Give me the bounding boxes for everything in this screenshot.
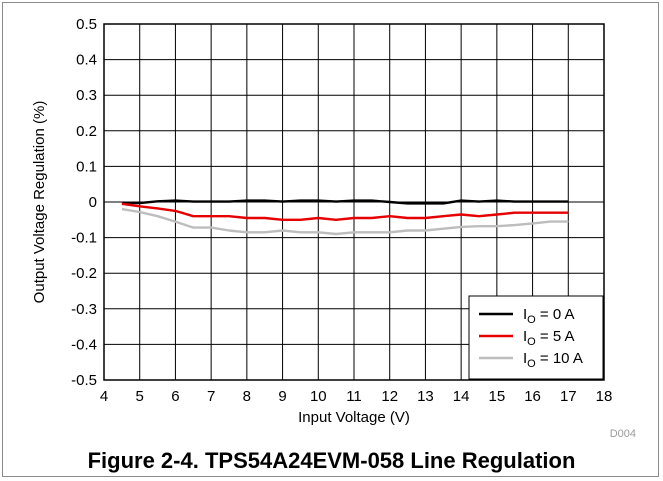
series-line-0 <box>121 199 569 205</box>
y-tick-label: 0.5 <box>76 16 97 33</box>
legend: IO = 0 AIO = 5 AIO = 10 A <box>468 295 604 380</box>
x-tick-label: 9 <box>278 388 286 405</box>
legend-label-2: IO = 10 A <box>523 350 583 370</box>
plot-area <box>103 23 605 381</box>
x-tick-label: 16 <box>524 388 541 405</box>
series-line-2 <box>121 207 569 236</box>
x-tick-labels: 4 5 6 7 8 9 10 11 12 13 14 15 16 17 18 <box>100 388 613 405</box>
x-tick-label: 13 <box>417 388 434 405</box>
x-tick-label: 12 <box>381 388 398 405</box>
x-tick-label: 11 <box>346 388 362 405</box>
x-axis-title: Input Voltage (V) <box>298 409 410 426</box>
y-axis-title: Output Voltage Regulation (%) <box>31 101 48 304</box>
x-tick-label: 6 <box>171 388 179 405</box>
x-tick-label: 14 <box>453 388 470 405</box>
x-tick-label: 18 <box>596 388 613 405</box>
y-tick-labels: 0.5 0.4 0.3 0.2 0.1 0 -0.1 -0.2 -0.3 -0.4 -0.5 <box>71 16 97 389</box>
y-tick-label: 0 <box>89 194 97 211</box>
y-tick-label: -0.3 <box>71 301 97 318</box>
y-tick-label: 0.2 <box>76 123 97 140</box>
x-tick-label: 7 <box>207 388 215 405</box>
x-tick-label: 15 <box>489 388 506 405</box>
x-tick-label: 4 <box>100 388 108 405</box>
y-tick-label: -0.1 <box>71 230 97 247</box>
y-tick-label: -0.5 <box>71 372 97 389</box>
y-tick-label: 0.1 <box>76 158 97 175</box>
series-layer <box>121 199 569 236</box>
chart-frame <box>2 2 659 477</box>
figure-code: D004 <box>610 428 636 440</box>
legend-label-1: IO = 5 A <box>523 328 575 348</box>
x-tick-label: 17 <box>560 388 577 405</box>
y-tick-label: -0.2 <box>71 265 97 282</box>
legend-label-0: IO = 0 A <box>523 306 575 326</box>
y-tick-label: 0.4 <box>76 52 97 69</box>
x-tick-label: 5 <box>136 388 144 405</box>
y-tick-label: 0.3 <box>76 87 97 104</box>
x-tick-label: 10 <box>310 388 327 405</box>
y-tick-label: -0.4 <box>71 336 97 353</box>
legend-box <box>468 295 604 380</box>
figure-caption: Figure 2-4. TPS54A24EVM-058 Line Regulat… <box>87 448 576 473</box>
series-line-1 <box>121 202 569 222</box>
x-tick-label: 8 <box>243 388 251 405</box>
